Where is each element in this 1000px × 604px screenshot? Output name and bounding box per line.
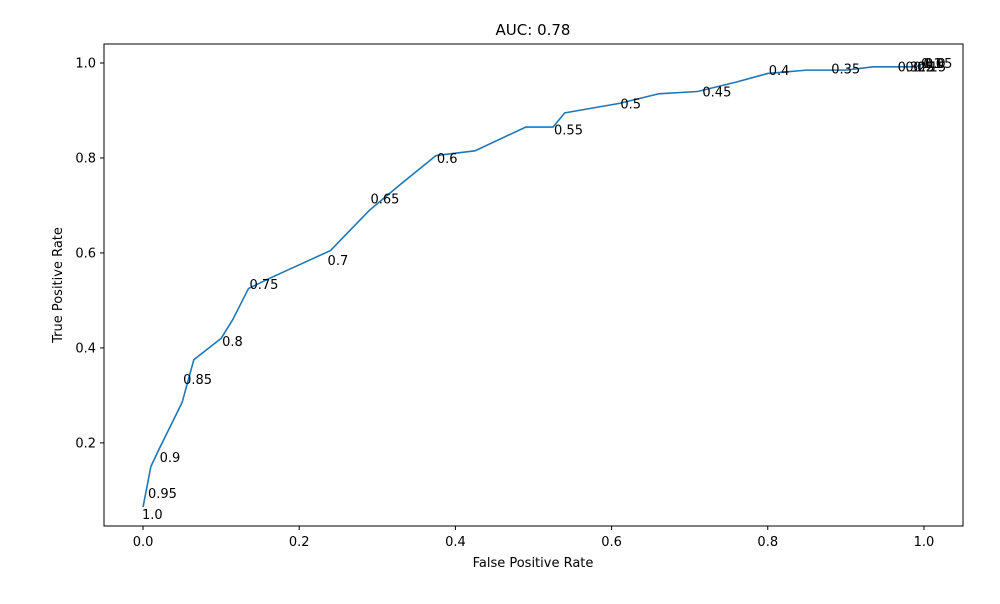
threshold-label: 0.2 — [913, 60, 934, 75]
threshold-label: 0.6 — [437, 152, 458, 167]
chart-title: AUC: 0.78 — [496, 21, 571, 39]
threshold-label: 0.35 — [831, 63, 860, 78]
threshold-label: 0.25 — [905, 60, 934, 75]
y-axis: 0.2 0.4 0.6 0.8 1.0 — [75, 56, 104, 451]
x-axis: 0.0 0.2 0.4 0.6 0.8 1.0 — [133, 526, 935, 550]
threshold-label: 0.3 — [898, 60, 919, 75]
x-tick-label: 0.2 — [289, 535, 310, 550]
threshold-label: 0.05 — [923, 57, 952, 72]
y-tick-label: 0.4 — [75, 341, 96, 356]
threshold-label: 0.9 — [160, 451, 181, 466]
threshold-label: 0.45 — [702, 85, 731, 100]
threshold-label: 0.75 — [249, 278, 278, 293]
y-tick-label: 0.8 — [75, 151, 96, 166]
threshold-label: 0.85 — [183, 373, 212, 388]
x-tick-label: 0.6 — [601, 535, 622, 550]
y-tick-label: 0.6 — [75, 246, 96, 261]
threshold-label: 0.65 — [371, 192, 400, 207]
y-tick-label: 0.2 — [75, 436, 96, 451]
threshold-label: 0.95 — [148, 487, 177, 502]
threshold-label: 0.5 — [620, 97, 641, 112]
threshold-label: 0.1 — [921, 57, 942, 72]
plot-frame — [103, 43, 964, 527]
threshold-labels: 1.0 0.95 0.9 0.85 0.8 0.75 0.7 0.65 0.6 0.55 0.5 0.… — [142, 57, 952, 523]
threshold-label: 0.15 — [917, 60, 946, 75]
x-tick-label: 0.0 — [133, 535, 154, 550]
threshold-label: 0.8 — [222, 335, 243, 350]
threshold-label: 0.4 — [769, 64, 790, 79]
x-tick-label: 0.4 — [445, 535, 466, 550]
threshold-label: 0.0 — [925, 57, 946, 72]
x-tick-label: 1.0 — [914, 535, 935, 550]
y-axis-label: True Positive Rate — [51, 227, 66, 344]
roc-curve-line — [142, 62, 925, 508]
x-tick-label: 0.8 — [757, 535, 778, 550]
threshold-label: 0.55 — [554, 123, 583, 138]
threshold-label: 0.7 — [328, 254, 349, 269]
x-axis-label: False Positive Rate — [473, 556, 594, 571]
series-layer — [142, 62, 925, 508]
y-tick-label: 1.0 — [75, 56, 96, 71]
threshold-label: 1.0 — [142, 508, 163, 523]
